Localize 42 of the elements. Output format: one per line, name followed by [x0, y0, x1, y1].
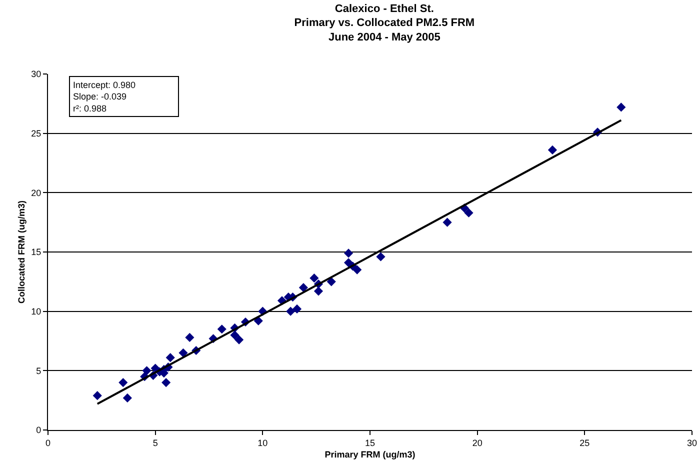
- x-tick-label: 30: [686, 438, 698, 448]
- x-tick-label: 5: [152, 438, 158, 448]
- y-tick-label: 10: [31, 306, 42, 316]
- point: [310, 274, 319, 283]
- point: [442, 218, 452, 227]
- point: [142, 366, 152, 376]
- x-tick-label: 0: [45, 438, 51, 448]
- point: [118, 378, 128, 388]
- x-tick-label: 10: [258, 438, 268, 448]
- point: [298, 283, 308, 292]
- y-axis-title: Collocated FRM (ug/m3): [16, 200, 27, 304]
- point: [185, 332, 194, 342]
- y-tick-label: 15: [31, 247, 42, 258]
- point: [166, 353, 175, 362]
- point: [352, 265, 362, 274]
- point: [286, 306, 296, 316]
- chart-title: Calexico - Ethel St. Primary vs. Collocated PM2.5 FRM June 2004 - May 2005: [294, 2, 475, 44]
- point: [178, 348, 188, 358]
- point: [162, 378, 171, 388]
- point: [217, 324, 226, 334]
- x-tick-label: 20: [472, 438, 482, 448]
- point: [292, 304, 302, 314]
- point: [314, 286, 324, 296]
- point: [344, 248, 354, 258]
- y-tick-label: 30: [31, 69, 42, 80]
- annotation: Intercept: 0.980 Slope: -0.039 r²: 0.988: [73, 80, 136, 114]
- point: [92, 391, 102, 400]
- y-tick-label: 0: [36, 425, 42, 436]
- point: [234, 335, 244, 344]
- point: [616, 102, 626, 112]
- x-tick-label: 25: [580, 438, 590, 448]
- point: [122, 393, 132, 403]
- x-axis-title: Primary FRM (ug/m3): [324, 450, 416, 460]
- y-tick-label: 20: [31, 188, 42, 198]
- point: [326, 277, 336, 286]
- x-tick-label: 15: [364, 438, 376, 448]
- point: [464, 208, 474, 218]
- point: [230, 330, 240, 340]
- y-tick-label: 5: [36, 366, 42, 376]
- point: [376, 252, 386, 262]
- point: [548, 145, 558, 154]
- y-tick-label: 25: [31, 128, 42, 138]
